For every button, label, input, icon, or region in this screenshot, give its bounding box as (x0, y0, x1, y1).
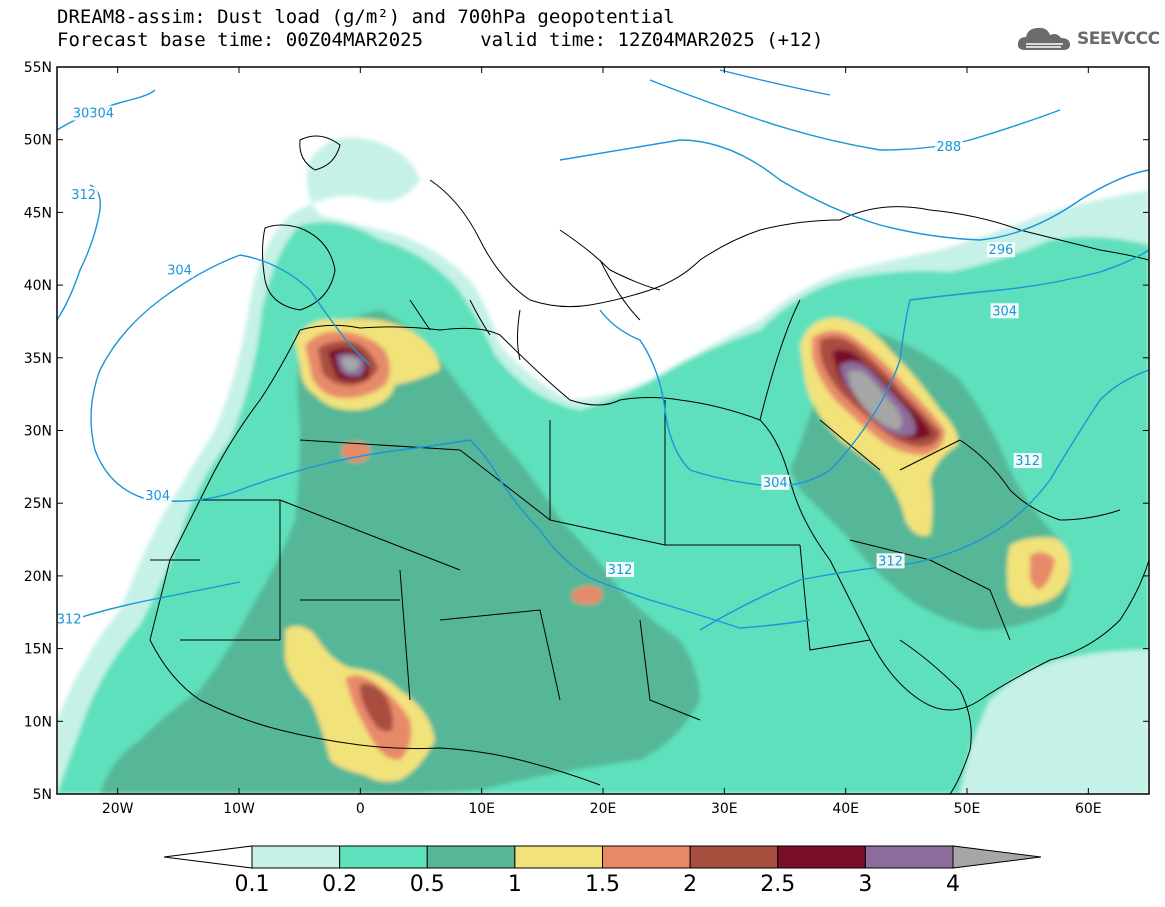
contour-label: 312 (878, 554, 903, 569)
dust-fill-1.5-oman (1029, 552, 1055, 590)
contour-label: 312 (71, 188, 96, 203)
colorbar-level-label: 1 (508, 872, 522, 897)
dust-layers (57, 69, 1149, 794)
colorbar-level-label: 2.5 (760, 872, 795, 897)
contour-label-bg (934, 138, 963, 154)
colorbar-swatch (426, 845, 516, 869)
contour-304-west (90, 254, 811, 629)
contour-label: 312 (1015, 454, 1040, 469)
contour-label-bg (69, 186, 98, 202)
contour-304-east (599, 249, 1149, 487)
contour-label: 312 (608, 563, 633, 578)
lat-tick-label: 20N (24, 569, 52, 585)
lat-tick-label: 50N (24, 133, 52, 149)
contour-label-bg (876, 553, 905, 569)
colorbar-low-triangle (163, 845, 253, 869)
title-line-2: Forecast base time: 00Z04MAR2025 valid t… (57, 29, 824, 51)
colorbar-level-label: 3 (858, 872, 872, 897)
contour-label: 312 (57, 613, 82, 628)
contour-label-bg (1013, 453, 1042, 469)
contour-280 (719, 69, 831, 96)
lon-tick-label: 50E (954, 801, 981, 817)
colorbar-level-label: 0.2 (322, 872, 357, 897)
contour-label-bg (986, 242, 1015, 258)
lon-tick-label: 20W (102, 801, 134, 817)
lat-tick-label: 15N (24, 642, 52, 658)
dust-fill-grey-iraq (848, 370, 902, 430)
contour-label: 304 (167, 264, 192, 279)
colorbar-level-label: 1.5 (585, 872, 620, 897)
lat-tick-label: 10N (24, 714, 52, 730)
logo-text: SEEVCCC (1077, 29, 1160, 49)
dust-fill-grey-morocco (342, 356, 360, 372)
lon-tick-label: 0 (356, 801, 365, 817)
lat-tick-label: 35N (24, 351, 52, 367)
lon-tick-label: 10E (468, 801, 495, 817)
lon-tick-label: 10W (223, 801, 255, 817)
colorbar-swatch (864, 845, 954, 869)
lat-axis: 55N 50N 45N 40N 35N 30N 25N 20N 15N 10N 5N (24, 60, 1149, 803)
colorbar-level-label: 0.1 (235, 872, 270, 897)
contour-label: 304 (992, 304, 1017, 319)
contour-labels: 30304 312 304 304 312 312 304 312 312 288 296 304 (55, 105, 1042, 628)
dust-fill-1.5-algeria (342, 441, 370, 463)
colorbar-swatch (689, 845, 779, 869)
contour-288 (649, 79, 1061, 151)
colorbar-swatch (514, 845, 603, 869)
lon-tick-label: 60E (1075, 801, 1102, 817)
contour-296 (559, 139, 1149, 241)
lon-axis: 20W 10W 0 10E 20E 30E 40E 50E 60E (102, 67, 1102, 817)
cloud-icon (1017, 27, 1070, 50)
contour-label: 296 (989, 243, 1014, 258)
colorbar-level-label: 0.5 (410, 872, 445, 897)
dust-fill-1.5-chad (572, 585, 603, 605)
colorbar-swatch (251, 845, 341, 869)
contour-label-bg (55, 611, 84, 627)
contour-label-bg (71, 105, 116, 121)
contour-label-bg (605, 562, 634, 578)
colorbar-swatch (339, 845, 428, 869)
colorbar: 0.1 0.2 0.5 1 1.5 2 2.5 3 4 (163, 845, 1042, 897)
lon-tick-label: 30E (711, 801, 738, 817)
lat-tick-label: 5N (33, 787, 52, 803)
contour-312-east (699, 369, 1149, 631)
colorbar-swatch (777, 845, 866, 869)
dust-fill-2.5-westafrica (360, 683, 393, 732)
seevccc-logo: SEEVCCC (1017, 24, 1160, 54)
lat-tick-label: 25N (24, 496, 52, 512)
contour-label: 304 (763, 476, 788, 491)
contour-label-bg (990, 303, 1019, 319)
contour-312-sw (57, 581, 241, 626)
lat-tick-label: 55N (24, 60, 52, 76)
contour-label: 304 (145, 489, 170, 504)
lat-tick-label: 40N (24, 278, 52, 294)
contour-label: 30304 (73, 107, 114, 122)
lon-tick-label: 40E (832, 801, 859, 817)
contour-label-bg (143, 487, 172, 503)
lat-tick-label: 30N (24, 424, 52, 440)
dust-fill-0.5 (100, 310, 700, 794)
colorbar-swatch (602, 845, 691, 869)
contour-312-nw (57, 184, 101, 321)
colorbar-level-label: 4 (946, 872, 960, 897)
contour-label-bg (165, 262, 194, 278)
lon-tick-label: 20E (590, 801, 617, 817)
lat-tick-label: 45N (24, 205, 52, 221)
colorbar-level-label: 2 (683, 872, 697, 897)
contour-label-bg (761, 474, 790, 490)
colorbar-high-triangle (952, 845, 1042, 869)
title-line-1: DREAM8-assim: Dust load (g/m²) and 700hP… (57, 6, 675, 28)
contour-label: 288 (936, 140, 961, 155)
contour-304-north (239, 254, 371, 366)
coastlines (149, 135, 1149, 794)
